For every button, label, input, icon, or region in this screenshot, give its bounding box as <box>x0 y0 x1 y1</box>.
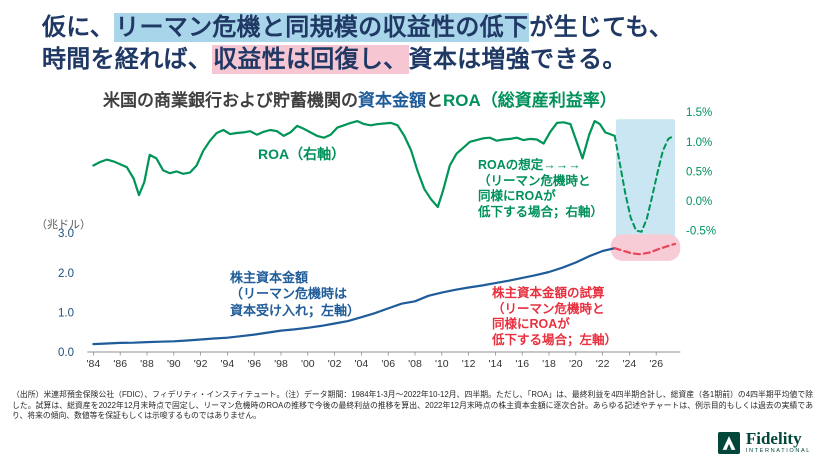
page-title: 仮に、リーマン危機と同規模の収益性の低下が生じても、 時間を経れば、収益性は回復… <box>42 12 673 75</box>
x-tick-label: '14 <box>489 358 503 370</box>
x-tick-label: '94 <box>221 358 235 370</box>
x-tick-label: '10 <box>435 358 449 370</box>
right-tick-label: -0.5% <box>686 226 716 238</box>
roa-line <box>92 120 616 209</box>
roa-projection-line <box>613 134 675 233</box>
left-tick-label: 2.0 <box>58 268 74 280</box>
x-tick-label: '90 <box>167 358 181 370</box>
chart-area: '84 '86 '88 '90 '92 '94 '96 '98 '00 '02 '04 '06 '08 '… <box>36 102 755 382</box>
chart-title-text: 米国の商業銀行および貯蓄機関の <box>103 91 358 110</box>
chart-title: 米国の商業銀行および貯蓄機関の資本金額とROA（総資産利益率） <box>103 86 617 111</box>
logo-brand-text: Fidelity <box>745 429 802 449</box>
x-tick-label: '98 <box>274 358 288 370</box>
title-line-2: 時間を経れば、収益性は回復し、資本は増強できる。 <box>42 44 673 76</box>
equity-line <box>92 247 616 346</box>
x-tick-label: '88 <box>140 358 154 370</box>
x-tick-label: '06 <box>381 358 395 370</box>
title-highlight-blue: リーマン危機と同規模の収益性の低下 <box>114 13 530 42</box>
x-tick-label: '16 <box>515 358 529 370</box>
roa-scenario-annotation: ROAの想定→→→ （リーマン危機時と 同様にROAが 低下する場合；右軸） <box>478 158 604 219</box>
x-tick-label: '22 <box>596 358 610 370</box>
left-tick-label: 1.0 <box>58 307 74 319</box>
equity-scenario-highlight-band <box>610 234 681 261</box>
chart-title-roa-text: ROA（総資産利益率） <box>443 91 617 110</box>
x-tick-label: '02 <box>328 358 342 370</box>
roa-scenario-highlight-band <box>616 119 675 241</box>
x-tick-label: '04 <box>355 358 369 370</box>
x-tick-label: '26 <box>649 358 663 370</box>
x-tick-label: '92 <box>194 358 208 370</box>
title-text: が生じても、 <box>529 14 674 41</box>
right-tick-label: 1.0% <box>686 137 712 149</box>
title-text: 時間を経れば、 <box>42 45 213 73</box>
title-line-1: 仮に、リーマン危機と同規模の収益性の低下が生じても、 <box>42 12 673 44</box>
x-tick-label: '96 <box>247 358 261 370</box>
fidelity-logo: Fidelity INTERNATIONAL <box>717 429 811 455</box>
right-tick-label: 1.5% <box>686 107 712 119</box>
chart-title-capital-text: 資本金額 <box>358 91 426 110</box>
x-tick-label: '84 <box>87 358 101 370</box>
fidelity-pyramid-icon <box>717 431 740 454</box>
left-tick-label: 3.0 <box>58 228 74 240</box>
x-tick-label: '24 <box>623 358 637 370</box>
x-tick-label: '08 <box>408 358 422 370</box>
logo-sub-text: INTERNATIONAL <box>745 448 811 455</box>
x-tick-label: '00 <box>301 358 315 370</box>
x-tick-label: '20 <box>569 358 583 370</box>
equity-series-annotation: 株主資本金額 （リーマン危機時は 資本受け入れ；左軸） <box>230 270 361 318</box>
left-tick-label: 0.0 <box>58 347 74 359</box>
equity-scenario-annotation: 株主資本金額の試算 （リーマン危機時と 同様にROAが 低下する場合；左軸） <box>492 286 618 347</box>
x-tick-label: '18 <box>542 358 556 370</box>
equity-projection-line <box>613 242 677 256</box>
left-axis-unit-label: （兆ドル） <box>36 219 91 231</box>
x-tick-label: '86 <box>113 358 127 370</box>
x-tick-label: '12 <box>462 358 476 370</box>
right-tick-label: 0.0% <box>686 196 712 208</box>
chart-title-text: と <box>426 91 443 110</box>
title-text: 仮に、 <box>42 14 115 41</box>
chart-svg: '84 '86 '88 '90 '92 '94 '96 '98 '00 '02 '04 '06 '08 '… <box>58 107 716 370</box>
right-tick-label: 0.5% <box>686 166 712 178</box>
source-footnote: （出所）米連邦預金保険公社（FDIC）、フィデリティ・インスティテュート。（注）… <box>12 390 813 421</box>
title-highlight-pink: 収益性は回復し、 <box>212 44 409 74</box>
roa-series-label: ROA（右軸） <box>258 146 346 162</box>
title-text: 資本は増強できる。 <box>408 45 627 73</box>
